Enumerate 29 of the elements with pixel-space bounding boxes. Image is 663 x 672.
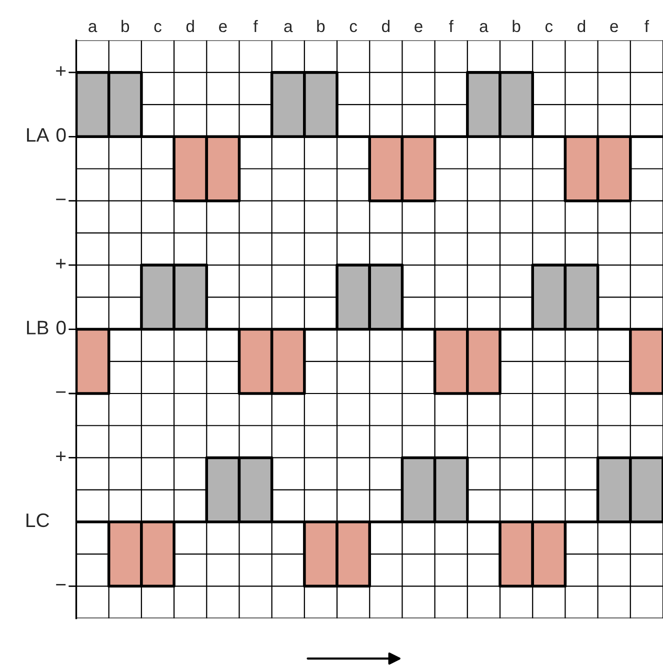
x-tick-label: b (122, 20, 130, 32)
x-tick-label: d (186, 20, 194, 32)
x-tick-label: d (578, 20, 586, 32)
x-tick-label: c (545, 23, 553, 32)
text: 0 (56, 128, 66, 142)
x-tick-label: e (610, 23, 618, 32)
text: + (56, 452, 66, 462)
x-tick-label: e (414, 23, 422, 32)
x-tick-label: f (253, 20, 258, 32)
x-tick-label: f (644, 20, 650, 32)
x-tick-label: a (88, 23, 98, 32)
text: − (56, 198, 66, 200)
text: + (56, 66, 66, 76)
text: − (56, 584, 66, 586)
text: 0 (56, 320, 66, 334)
x-tick-label: b (317, 20, 325, 32)
x-tick-label: c (350, 23, 358, 32)
y-axis-title: LB (27, 320, 48, 334)
text: + (56, 258, 66, 268)
x-tick-label: f (449, 20, 454, 32)
x-tick-label: c (154, 23, 162, 32)
x-tick-label: e (219, 23, 227, 32)
text: − (56, 391, 66, 393)
x-tick-label: a (284, 23, 293, 32)
x-tick-label: a (480, 23, 488, 32)
x-tick-label: d (382, 20, 390, 32)
y-axis-title: LA (27, 128, 50, 142)
x-tick-label: b (512, 20, 520, 32)
y-axis-title: LC (26, 513, 50, 528)
